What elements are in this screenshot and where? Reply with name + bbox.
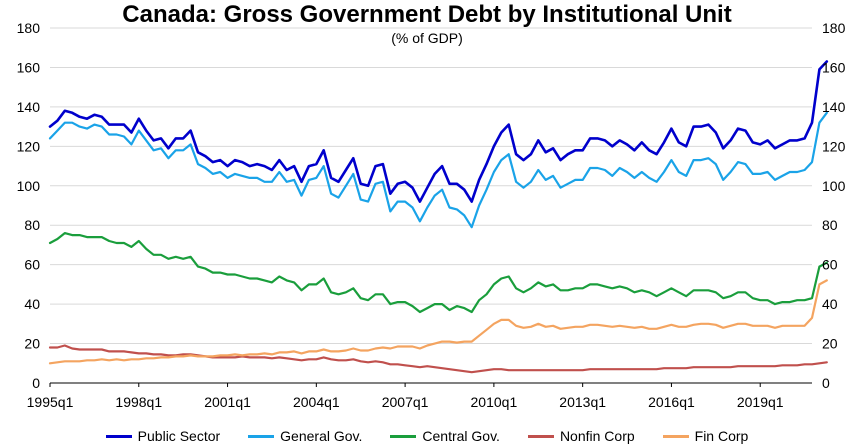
axes [49, 382, 812, 387]
legend-swatch [390, 434, 417, 438]
series-line-general-gov [48, 111, 828, 229]
y-tick-label-right: 140 [822, 99, 846, 115]
y-tick-label-left: 40 [24, 296, 40, 312]
x-tick-label: 2019q1 [737, 394, 784, 410]
chart-plot: 0 0 20 20 40 40 60 60 80 80 100 100 120 120 140 140 160 1… [17, 20, 846, 410]
y-tick-label-right: 100 [822, 178, 846, 194]
y-tick-label-right: 20 [822, 336, 838, 352]
y-tick-label-right: 80 [822, 217, 838, 233]
legend-item: General Gov. [248, 426, 362, 446]
y-tick-label-left: 120 [17, 138, 41, 154]
series-line-fin-corp [48, 279, 828, 365]
legend-swatch [527, 434, 554, 438]
tick-labels: 0 0 20 20 40 40 60 60 80 80 100 100 120 120 140 140 160 1… [17, 20, 846, 410]
x-tick-label: 2010q1 [471, 394, 518, 410]
y-tick-label-left: 60 [24, 257, 40, 273]
y-tick-label-left: 0 [32, 375, 40, 391]
x-tick-label: 1995q1 [27, 394, 74, 410]
series-line-nonfin-corp [48, 344, 828, 374]
y-tick-label-right: 180 [822, 20, 846, 36]
legend-label: Central Gov. [422, 428, 500, 444]
y-tick-label-left: 180 [17, 20, 41, 36]
legend-swatch [662, 434, 689, 438]
legend-label: Public Sector [137, 428, 221, 444]
legend-label: General Gov. [280, 428, 363, 444]
x-tick-label: 2004q1 [293, 394, 340, 410]
x-tick-label: 1998q1 [115, 394, 162, 410]
series-lines [48, 60, 829, 374]
chart-title: Canada: Gross Government Debt by Institu… [122, 1, 732, 28]
legend-label: Fin Corp [694, 428, 749, 444]
x-tick-label: 2013q1 [559, 394, 606, 410]
y-tick-label-left: 100 [17, 178, 41, 194]
legend: Public Sector General Gov. Central Gov. Non… [0, 426, 854, 446]
y-tick-label-left: 80 [24, 217, 40, 233]
legend-label: Nonfin Corp [559, 428, 635, 444]
legend-item: Nonfin Corp [527, 426, 635, 446]
y-tick-label-right: 40 [822, 296, 838, 312]
y-tick-label-right: 0 [822, 375, 830, 391]
x-tick-label: 2001q1 [204, 394, 251, 410]
y-tick-label-left: 160 [17, 59, 41, 75]
y-tick-label-right: 160 [822, 59, 846, 75]
y-tick-label-left: 140 [17, 99, 41, 115]
series-line-central-gov [48, 232, 828, 314]
y-tick-label-left: 20 [24, 336, 40, 352]
legend-swatch [248, 434, 275, 438]
gridlines [50, 27, 812, 384]
y-tick-label-right: 120 [822, 138, 846, 154]
x-tick-label: 2007q1 [382, 394, 429, 410]
chart-subtitle: (% of GDP) [391, 30, 463, 46]
y-tick-label-right: 60 [822, 257, 838, 273]
legend-item: Fin Corp [662, 426, 749, 446]
legend-item: Central Gov. [390, 426, 500, 446]
legend-item: Public Sector [105, 426, 221, 446]
series-line-public-sector [48, 60, 829, 203]
x-tick-label: 2016q1 [648, 394, 695, 410]
legend-swatch [105, 434, 132, 438]
